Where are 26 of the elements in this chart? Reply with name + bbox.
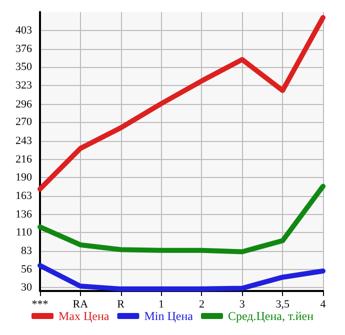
y-tick-label: 190 <box>16 171 32 184</box>
y-tick-label: 296 <box>16 98 32 110</box>
y-tick-label: 56 <box>21 264 32 276</box>
x-tick-label: 1 <box>158 298 164 310</box>
x-tick-label: RA <box>72 298 88 310</box>
y-tick-label: 243 <box>16 134 32 147</box>
x-tick-label: 4 <box>320 298 326 310</box>
legend-label: Min Цена <box>144 309 194 323</box>
y-tick-label: 136 <box>16 208 32 221</box>
y-tick-label: 216 <box>16 153 32 166</box>
y-tick-label: 83 <box>21 245 32 258</box>
x-tick-label: 2 <box>198 298 204 310</box>
x-tick-label: R <box>117 298 126 310</box>
x-tick-label: 3,5 <box>276 298 290 310</box>
y-tick-label: 110 <box>16 226 32 238</box>
y-tick-label: 403 <box>16 24 32 37</box>
x-tick-label: *** <box>32 298 48 310</box>
y-tick-label: 163 <box>16 190 32 202</box>
y-tick-label: 270 <box>16 116 32 128</box>
legend-label: Max Цена <box>58 309 110 323</box>
y-tick-label: 323 <box>16 80 32 92</box>
x-tick-label: 3 <box>239 298 246 310</box>
y-tick-label: 376 <box>16 43 32 56</box>
y-tick-label: 30 <box>21 282 32 294</box>
legend-label: Сред.Цена, т.йен <box>228 309 314 323</box>
y-tick-label: 350 <box>16 61 32 74</box>
